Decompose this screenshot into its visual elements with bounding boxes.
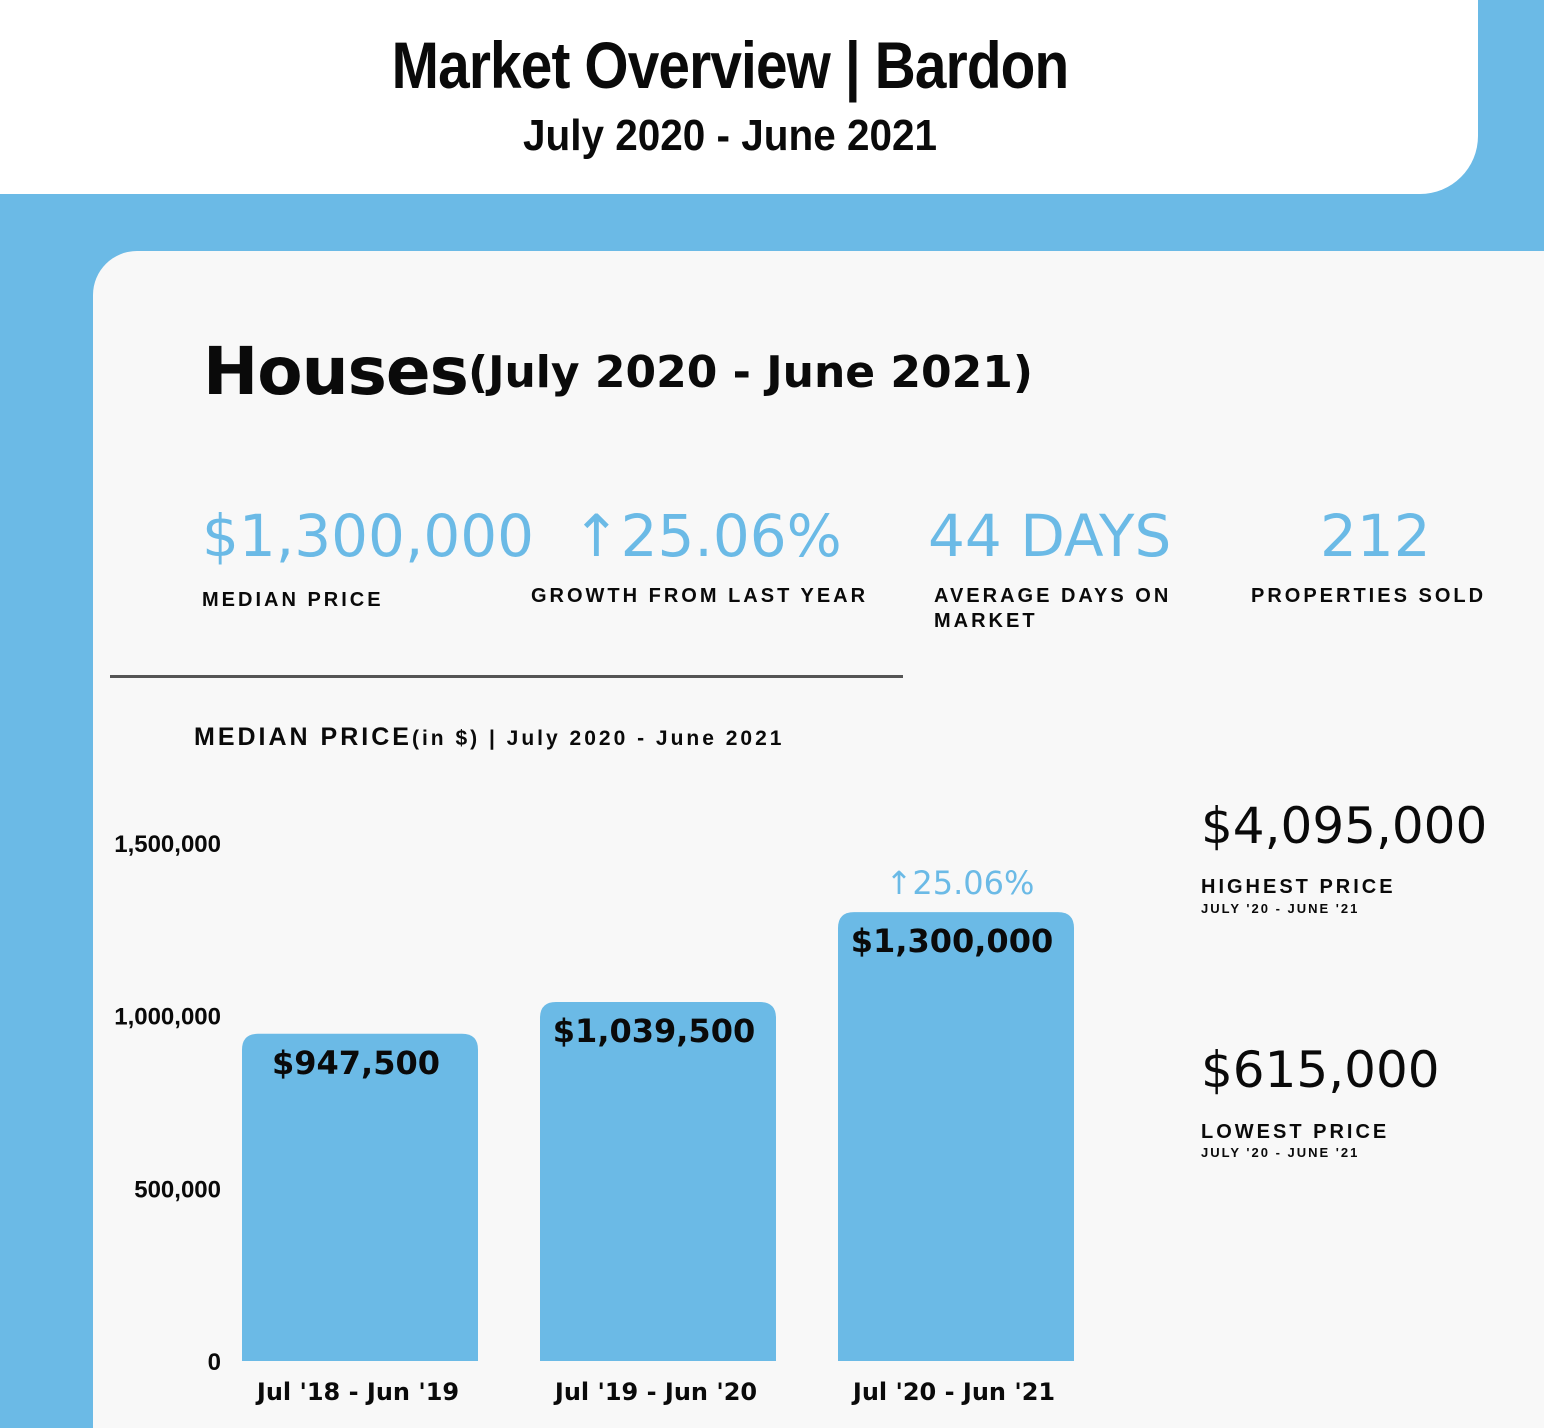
section-title: Houses	[203, 333, 469, 410]
stat-days-value: 44 DAYS	[928, 502, 1172, 570]
header-panel: Market Overview | Bardon July 2020 - Jun…	[0, 0, 1478, 194]
y-tick-label: 500,000	[134, 1176, 221, 1203]
highest-price-label: HIGHEST PRICE	[1201, 876, 1396, 898]
x-tick-label: Jul '19 - Jun '20	[553, 1378, 757, 1406]
y-tick-label: 1,500,000	[114, 831, 221, 858]
stat-median-price-value: $1,300,000	[202, 502, 535, 570]
bar-data-label: $1,300,000	[851, 922, 1053, 960]
chart-heading-main: MEDIAN PRICE	[194, 723, 412, 751]
page-title: Market Overview | Bardon	[391, 28, 1069, 102]
lowest-price-period: JULY '20 - JUNE '21	[1201, 1145, 1360, 1160]
bar	[242, 1033, 478, 1361]
stat-median-price-label: MEDIAN PRICE	[202, 589, 384, 611]
bar	[838, 912, 1074, 1361]
stat-sold-label: PROPERTIES SOLD	[1251, 585, 1487, 607]
highest-price-value: $4,095,000	[1201, 797, 1488, 855]
chart-heading: MEDIAN PRICE(in $) | July 2020 - June 20…	[194, 722, 784, 756]
growth-annotation: ↑25.06%	[886, 864, 1035, 902]
stat-growth-label: GROWTH FROM LAST YEAR	[531, 585, 869, 607]
y-tick-label: 0	[208, 1349, 221, 1376]
stat-days-label: AVERAGE DAYS ON MARKET	[934, 585, 1172, 632]
highest-price-period: JULY '20 - JUNE '21	[1201, 901, 1360, 916]
x-tick-label: Jul '20 - Jun '21	[851, 1378, 1055, 1406]
stat-growth-value: ↑25.06%	[572, 502, 842, 570]
stat-sold-value: 212	[1320, 502, 1431, 570]
bar-data-label: $1,039,500	[553, 1012, 755, 1050]
y-tick-label: 1,000,000	[114, 1004, 221, 1031]
bar-data-label: $947,500	[272, 1044, 440, 1082]
divider	[110, 675, 903, 678]
x-tick-label: Jul '18 - Jun '19	[255, 1378, 459, 1406]
lowest-price-label: LOWEST PRICE	[1201, 1121, 1390, 1143]
section-period: (July 2020 - June 2021)	[468, 347, 1033, 398]
lowest-price-value: $615,000	[1201, 1041, 1440, 1099]
bar	[540, 1002, 776, 1361]
page-subtitle: July 2020 - June 2021	[522, 111, 938, 160]
chart-heading-rest: (in $) | July 2020 - June 2021	[411, 727, 785, 750]
